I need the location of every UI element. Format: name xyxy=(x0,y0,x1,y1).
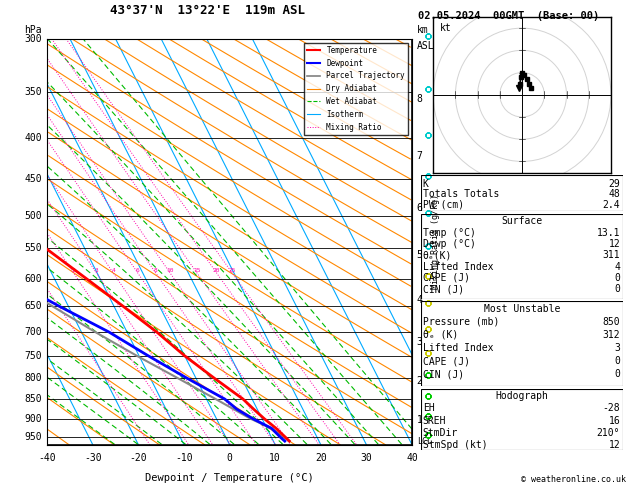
Text: 15: 15 xyxy=(193,268,201,273)
Text: PW (cm): PW (cm) xyxy=(423,200,464,209)
Text: 350: 350 xyxy=(24,87,42,97)
Text: 600: 600 xyxy=(24,274,42,283)
Text: Temp (°C): Temp (°C) xyxy=(423,227,476,238)
Text: StmSpd (kt): StmSpd (kt) xyxy=(423,440,487,450)
Text: 850: 850 xyxy=(603,317,620,327)
Text: 2.4: 2.4 xyxy=(603,200,620,209)
Text: 10: 10 xyxy=(166,268,174,273)
Text: Pressure (mb): Pressure (mb) xyxy=(423,317,499,327)
Text: Dewpoint / Temperature (°C): Dewpoint / Temperature (°C) xyxy=(145,473,314,483)
Text: 6: 6 xyxy=(136,268,140,273)
Text: SREH: SREH xyxy=(423,416,446,426)
Text: 950: 950 xyxy=(24,433,42,442)
Text: 29: 29 xyxy=(608,179,620,189)
Text: 20: 20 xyxy=(315,453,326,463)
Text: 10: 10 xyxy=(269,453,281,463)
Text: 500: 500 xyxy=(24,210,42,221)
Text: 0: 0 xyxy=(615,369,620,379)
Text: 3: 3 xyxy=(417,337,423,347)
Text: 7: 7 xyxy=(417,151,423,161)
Text: kt: kt xyxy=(440,23,452,33)
Text: 0: 0 xyxy=(615,273,620,283)
Text: 30: 30 xyxy=(360,453,372,463)
Text: 450: 450 xyxy=(24,174,42,184)
Text: 13.1: 13.1 xyxy=(597,227,620,238)
Text: 1: 1 xyxy=(417,415,423,425)
Text: hPa: hPa xyxy=(24,25,42,35)
Text: 311: 311 xyxy=(603,250,620,260)
Text: Totals Totals: Totals Totals xyxy=(423,189,499,199)
Text: 650: 650 xyxy=(24,301,42,311)
Text: 900: 900 xyxy=(24,414,42,424)
Text: CAPE (J): CAPE (J) xyxy=(423,356,470,366)
Text: 02.05.2024  00GMT  (Base: 00): 02.05.2024 00GMT (Base: 00) xyxy=(418,11,599,21)
Legend: Temperature, Dewpoint, Parcel Trajectory, Dry Adiabat, Wet Adiabat, Isotherm, Mi: Temperature, Dewpoint, Parcel Trajectory… xyxy=(304,43,408,135)
Text: 8: 8 xyxy=(153,268,157,273)
Text: 12: 12 xyxy=(608,440,620,450)
Text: Most Unstable: Most Unstable xyxy=(484,304,560,314)
Text: 20: 20 xyxy=(213,268,220,273)
Text: Surface: Surface xyxy=(501,216,543,226)
Text: LCL: LCL xyxy=(417,436,431,446)
Text: 3: 3 xyxy=(615,343,620,353)
Text: 40: 40 xyxy=(406,453,418,463)
Text: 850: 850 xyxy=(24,394,42,404)
Text: 2: 2 xyxy=(417,377,423,386)
Text: θₑ(K): θₑ(K) xyxy=(423,250,452,260)
Text: Dewp (°C): Dewp (°C) xyxy=(423,239,476,249)
Text: 312: 312 xyxy=(603,330,620,340)
Text: 4: 4 xyxy=(417,295,423,305)
Text: EH: EH xyxy=(423,403,435,414)
Text: Lifted Index: Lifted Index xyxy=(423,343,493,353)
Text: 3: 3 xyxy=(94,268,98,273)
Text: CIN (J): CIN (J) xyxy=(423,369,464,379)
Text: 2: 2 xyxy=(72,268,75,273)
Text: 8: 8 xyxy=(417,94,423,104)
Text: 6: 6 xyxy=(417,203,423,213)
Text: -40: -40 xyxy=(38,453,56,463)
Text: CIN (J): CIN (J) xyxy=(423,284,464,295)
Text: 25: 25 xyxy=(228,268,236,273)
Text: 5: 5 xyxy=(417,250,423,260)
Text: km: km xyxy=(417,25,428,35)
Text: 300: 300 xyxy=(24,34,42,44)
Text: 0: 0 xyxy=(615,356,620,366)
Text: 400: 400 xyxy=(24,133,42,143)
Text: -30: -30 xyxy=(84,453,102,463)
Text: 0: 0 xyxy=(615,284,620,295)
Text: 550: 550 xyxy=(24,243,42,254)
Text: 800: 800 xyxy=(24,373,42,383)
Text: -28: -28 xyxy=(603,403,620,414)
Text: Lifted Index: Lifted Index xyxy=(423,261,493,272)
Text: 700: 700 xyxy=(24,327,42,337)
Text: 48: 48 xyxy=(608,189,620,199)
Text: CAPE (J): CAPE (J) xyxy=(423,273,470,283)
Text: Hodograph: Hodograph xyxy=(496,391,548,401)
Text: -10: -10 xyxy=(175,453,193,463)
Text: StmDir: StmDir xyxy=(423,428,458,438)
Text: -20: -20 xyxy=(130,453,147,463)
Text: © weatheronline.co.uk: © weatheronline.co.uk xyxy=(521,474,626,484)
Text: 12: 12 xyxy=(608,239,620,249)
Text: ASL: ASL xyxy=(417,41,435,51)
Text: Mixing Ratio (g/kg): Mixing Ratio (g/kg) xyxy=(431,194,440,289)
Text: 16: 16 xyxy=(608,416,620,426)
Text: 43°37'N  13°22'E  119m ASL: 43°37'N 13°22'E 119m ASL xyxy=(110,4,305,17)
Text: K: K xyxy=(423,179,428,189)
Text: 4: 4 xyxy=(615,261,620,272)
Text: θₑ (K): θₑ (K) xyxy=(423,330,458,340)
Text: 4: 4 xyxy=(111,268,115,273)
Text: 0: 0 xyxy=(226,453,233,463)
Text: 210°: 210° xyxy=(597,428,620,438)
Text: 750: 750 xyxy=(24,351,42,361)
